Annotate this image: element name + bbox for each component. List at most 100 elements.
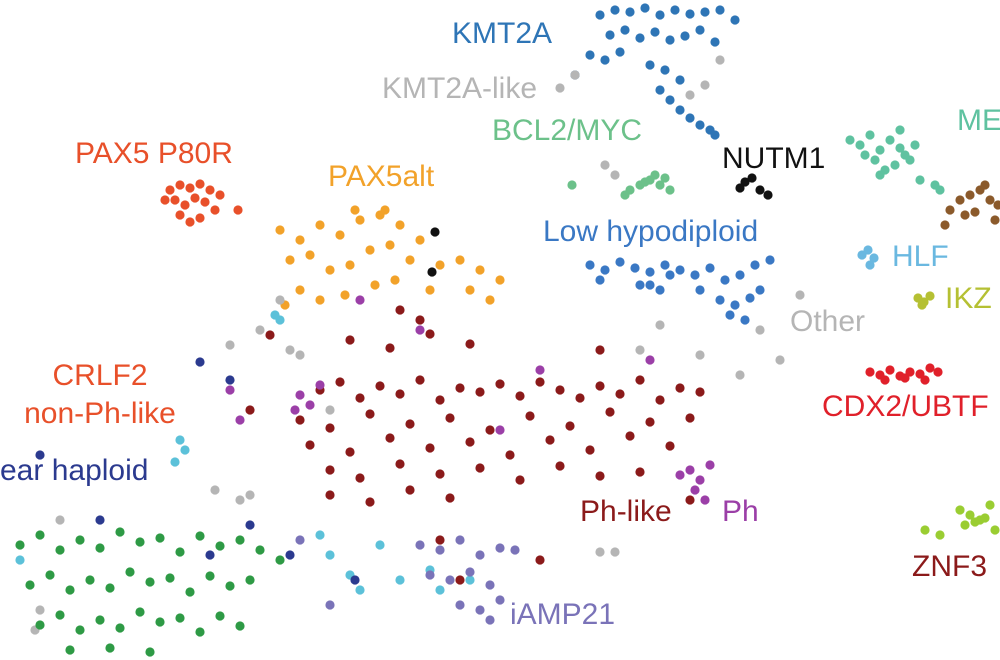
point <box>665 95 675 105</box>
point <box>869 253 879 263</box>
point <box>465 285 475 295</box>
point <box>170 195 180 205</box>
point <box>585 50 595 60</box>
point <box>265 330 275 340</box>
point <box>615 257 625 267</box>
point <box>675 470 685 480</box>
point <box>15 540 25 550</box>
point <box>695 475 705 485</box>
point <box>305 250 315 260</box>
point <box>895 143 905 153</box>
point <box>650 170 660 180</box>
point <box>295 415 305 425</box>
point <box>595 381 605 391</box>
point <box>935 185 945 195</box>
point <box>640 177 650 187</box>
cluster-label: PAX5 P80R <box>75 137 233 170</box>
point <box>720 275 730 285</box>
point <box>225 375 235 385</box>
point <box>860 150 870 160</box>
point <box>665 185 675 195</box>
point <box>405 485 415 495</box>
cluster-label: Ph <box>722 495 759 528</box>
point <box>225 385 235 395</box>
point <box>475 387 485 397</box>
point <box>555 83 565 93</box>
point <box>415 315 425 325</box>
point <box>305 400 315 410</box>
point <box>505 450 515 460</box>
point <box>385 433 395 443</box>
point <box>495 543 505 553</box>
point <box>465 437 475 447</box>
point <box>585 260 595 270</box>
point <box>680 31 690 41</box>
point <box>610 170 620 180</box>
point <box>435 469 445 479</box>
point <box>585 445 595 455</box>
point <box>740 315 750 325</box>
point <box>955 195 965 205</box>
point <box>115 623 125 633</box>
point <box>445 493 455 503</box>
point <box>630 263 640 273</box>
point <box>595 275 605 285</box>
point <box>735 183 745 193</box>
point <box>945 205 955 215</box>
point <box>165 573 175 583</box>
point <box>255 325 265 335</box>
point <box>655 395 665 405</box>
point <box>700 80 710 90</box>
point <box>285 255 295 265</box>
point <box>635 467 645 477</box>
point <box>415 235 425 245</box>
point <box>763 190 773 200</box>
point <box>485 615 495 625</box>
point <box>425 329 435 339</box>
point <box>375 381 385 391</box>
point <box>485 425 495 435</box>
point <box>455 255 465 265</box>
point <box>325 405 335 415</box>
point <box>355 215 365 225</box>
cluster-label: iAMP21 <box>510 598 615 631</box>
point <box>700 7 710 17</box>
point <box>345 260 355 270</box>
point <box>475 265 485 275</box>
point <box>670 5 680 15</box>
point <box>55 610 65 620</box>
point <box>65 645 75 655</box>
point <box>425 443 435 453</box>
point <box>750 260 760 270</box>
point <box>210 205 220 215</box>
point <box>325 600 335 610</box>
point <box>955 505 965 515</box>
point <box>715 295 725 305</box>
point <box>315 220 325 230</box>
cluster-label: CRLF2 <box>52 359 147 392</box>
point <box>315 530 325 540</box>
point <box>275 555 285 565</box>
point <box>145 577 155 587</box>
point <box>290 405 300 415</box>
point <box>555 461 565 471</box>
point <box>993 200 1000 210</box>
point <box>765 255 775 265</box>
point <box>655 285 665 295</box>
cluster-label: Other <box>790 305 865 338</box>
point <box>185 217 195 227</box>
point <box>635 280 645 290</box>
point <box>655 320 665 330</box>
point <box>345 447 355 457</box>
point <box>170 457 180 467</box>
point <box>535 365 545 375</box>
point <box>567 180 577 190</box>
point <box>715 55 725 65</box>
point <box>917 300 927 310</box>
point <box>275 225 285 235</box>
point <box>610 547 620 557</box>
point <box>600 55 610 65</box>
point <box>395 389 405 399</box>
point <box>35 620 45 630</box>
point <box>205 571 215 581</box>
